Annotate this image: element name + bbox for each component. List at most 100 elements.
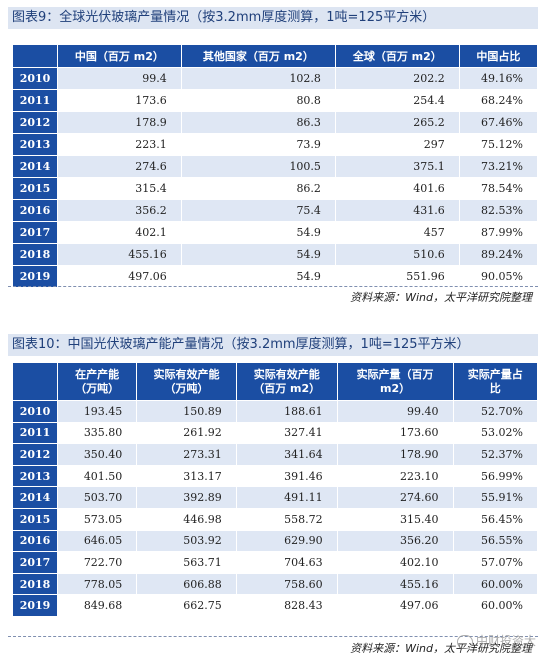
table-cell: 446.98 [137, 508, 236, 530]
table2-source: 资料来源：Wind，太平洋研究院整理 [350, 642, 532, 655]
table-cell: 510.6 [335, 244, 459, 265]
chat-bubble-icon [456, 634, 473, 649]
header-line: 实际有效产能 [153, 367, 220, 381]
table-cell: 646.05 [58, 530, 137, 552]
table-cell: 60.00% [453, 595, 537, 616]
table-cell: 57.07% [453, 552, 537, 573]
header-line: （百万 m2） [253, 381, 321, 395]
table-row: 2010 99.4 102.8 202.2 49.16% [13, 68, 537, 89]
table-cell: 375.1 [335, 156, 459, 177]
table-cell: 563.71 [137, 552, 236, 573]
table-cell: 56.45% [453, 508, 537, 530]
table-cell: 401.6 [335, 178, 459, 199]
table-cell: 99.40 [337, 401, 453, 422]
divider [8, 286, 538, 287]
table-row: 2010 193.45 150.89 188.61 99.40 52.70% [13, 401, 537, 422]
table-cell: 849.68 [58, 595, 137, 616]
table-row: 2017 722.70 563.71 704.63 402.10 57.07% [13, 552, 537, 573]
table-cell: 80.8 [181, 90, 335, 111]
table2-header-capacity-tons: 在产产能 （万吨） [58, 363, 137, 400]
table-cell: 274.6 [58, 156, 181, 177]
table-cell: 392.89 [137, 487, 236, 508]
table-cell: 455.16 [337, 573, 453, 595]
year-cell: 2013 [13, 134, 57, 155]
table-row: 2017 402.1 54.9 457 87.99% [13, 222, 537, 243]
table2-title: 图表10：中国光伏玻璃产能产量情况（按3.2mm厚度测算，1吨=125平方米） [8, 334, 538, 356]
table-row: 2019 849.68 662.75 828.43 497.06 60.00% [13, 595, 537, 616]
table1-header-china: 中国（百万 m2） [58, 45, 181, 67]
table-cell: 551.96 [335, 266, 459, 287]
table-cell: 662.75 [137, 595, 236, 616]
table-cell: 335.80 [58, 422, 137, 444]
table-cell: 75.4 [181, 200, 335, 221]
table-cell: 261.92 [137, 422, 236, 444]
header-line: （万吨） [164, 381, 209, 395]
table2-header-effective-tons: 实际有效产能 （万吨） [137, 363, 236, 400]
table-cell: 356.20 [337, 530, 453, 552]
table-cell: 315.40 [337, 508, 453, 530]
table-cell: 558.72 [236, 508, 337, 530]
table-cell: 391.46 [236, 465, 337, 487]
table-cell: 350.40 [58, 444, 137, 465]
table-row: 2012 350.40 273.31 341.64 178.90 52.37% [13, 444, 537, 465]
year-cell: 2013 [13, 465, 57, 487]
table-cell: 173.60 [337, 422, 453, 444]
table-cell: 89.24% [459, 244, 537, 265]
header-line: 实际产量（百万 [356, 367, 434, 381]
table1-global-pv-glass-output: 中国（百万 m2） 其他国家（百万 m2） 全球（百万 m2） 中国占比 201… [12, 44, 538, 288]
table-cell: 778.05 [58, 573, 137, 595]
table-cell: 150.89 [137, 401, 236, 422]
table-cell: 87.99% [459, 222, 537, 243]
year-cell: 2012 [13, 444, 57, 465]
table-cell: 90.05% [459, 266, 537, 287]
table-cell: 223.1 [58, 134, 181, 155]
table-cell: 722.70 [58, 552, 137, 573]
year-cell: 2016 [13, 530, 57, 552]
table2-header-year [13, 363, 57, 400]
table-cell: 497.06 [337, 595, 453, 616]
table-cell: 297 [335, 134, 459, 155]
table-cell: 265.2 [335, 112, 459, 133]
year-cell: 2012 [13, 112, 57, 133]
table-cell: 315.4 [58, 178, 181, 199]
table1-header-other: 其他国家（百万 m2） [181, 45, 335, 67]
table-cell: 100.5 [181, 156, 335, 177]
header-line: m2） [380, 381, 411, 395]
table-cell: 828.43 [236, 595, 337, 616]
table-row: 2014 274.6 100.5 375.1 73.21% [13, 156, 537, 177]
table-row: 2012 178.9 86.3 265.2 67.46% [13, 112, 537, 133]
table-cell: 54.9 [181, 266, 335, 287]
table2-header-effective-m2: 实际有效产能 （百万 m2） [236, 363, 337, 400]
table-cell: 223.10 [337, 465, 453, 487]
table-cell: 102.8 [181, 68, 335, 89]
table-row: 2014 503.70 392.89 491.11 274.60 55.91% [13, 487, 537, 508]
year-cell: 2014 [13, 487, 57, 508]
table-cell: 402.10 [337, 552, 453, 573]
table-row: 2011 173.6 80.8 254.4 68.24% [13, 90, 537, 111]
table-cell: 503.92 [137, 530, 236, 552]
table-cell: 758.60 [236, 573, 337, 595]
header-line: 在产产能 [75, 367, 120, 381]
table-cell: 178.9 [58, 112, 181, 133]
table-cell: 431.6 [335, 200, 459, 221]
table-row: 2015 573.05 446.98 558.72 315.40 56.45% [13, 508, 537, 530]
table-cell: 73.21% [459, 156, 537, 177]
table-row: 2016 646.05 503.92 629.90 356.20 56.55% [13, 530, 537, 552]
table-cell: 56.55% [453, 530, 537, 552]
table-cell: 54.9 [181, 244, 335, 265]
table2-header-output-m2: 实际产量（百万 m2） [337, 363, 453, 400]
table-row: 2011 335.80 261.92 327.41 173.60 53.02% [13, 422, 537, 444]
table-cell: 75.12% [459, 134, 537, 155]
table-cell: 327.41 [236, 422, 337, 444]
table-row: 2016 356.2 75.4 431.6 82.53% [13, 200, 537, 221]
table-cell: 313.17 [137, 465, 236, 487]
table1-header-share: 中国占比 [459, 45, 537, 67]
table-cell: 178.90 [337, 444, 453, 465]
year-cell: 2019 [13, 595, 57, 616]
table-cell: 73.9 [181, 134, 335, 155]
divider [8, 636, 538, 637]
table-row: 2015 315.4 86.2 401.6 78.54% [13, 178, 537, 199]
watermark: 中财投资大 [456, 632, 536, 649]
table-cell: 53.02% [453, 422, 537, 444]
table2-header-output-share: 实际产量占比 [453, 363, 537, 400]
